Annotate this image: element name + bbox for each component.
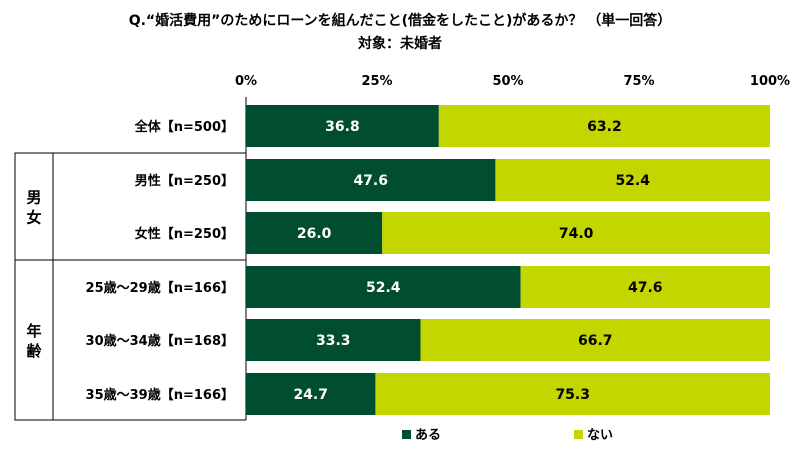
group-box xyxy=(14,152,54,261)
group-label: 年 xyxy=(26,322,41,340)
data-label: 66.7 xyxy=(578,333,613,349)
data-label: 52.4 xyxy=(366,280,401,296)
chart-subtitle: 対象：未婚者 xyxy=(357,35,442,52)
axis-tick-label: 100% xyxy=(750,74,790,89)
legend-label: ない xyxy=(587,428,613,443)
axis-tick-label: 0% xyxy=(235,74,257,89)
data-label: 24.7 xyxy=(293,387,328,403)
category-label: 35歳〜39歳【n=166】 xyxy=(86,387,234,403)
bar-aru xyxy=(246,266,521,308)
data-label: 52.4 xyxy=(615,173,650,189)
legend-label: ある xyxy=(415,428,441,443)
data-label: 75.3 xyxy=(555,387,590,403)
bar-aru xyxy=(246,212,383,254)
data-label: 36.8 xyxy=(325,119,360,135)
legend-swatch xyxy=(402,430,411,439)
data-label: 74.0 xyxy=(559,226,594,242)
bar-aru xyxy=(246,159,496,201)
legend-swatch xyxy=(574,430,583,439)
category-label: 男性【n=250】 xyxy=(135,173,234,189)
axis-tick-label: 50% xyxy=(492,74,523,89)
bar-nai xyxy=(520,266,770,308)
group-box xyxy=(14,259,54,421)
bar-aru xyxy=(246,319,421,361)
group-label: 女 xyxy=(26,209,41,227)
chart-title: Q.“婚活費用”のためにローンを組んだこと(借金をしたこと)があるか？ （単一回… xyxy=(129,12,672,29)
category-label: 30歳〜34歳【n=168】 xyxy=(86,333,234,349)
bar-aru xyxy=(246,373,376,415)
bar-nai xyxy=(375,373,770,415)
group-label: 男 xyxy=(26,189,41,207)
data-label: 47.6 xyxy=(628,280,663,296)
data-label: 63.2 xyxy=(587,119,622,135)
category-label: 全体【n=500】 xyxy=(134,119,234,135)
category-label: 女性【n=250】 xyxy=(135,226,234,242)
group-label: 齢 xyxy=(26,342,42,360)
data-label: 26.0 xyxy=(297,226,332,242)
category-label: 25歳〜29歳【n=166】 xyxy=(86,280,234,296)
data-label: 33.3 xyxy=(316,333,351,349)
data-label: 47.6 xyxy=(353,173,388,189)
bar-nai xyxy=(495,159,770,201)
bar-nai xyxy=(420,319,770,361)
axis-tick-label: 75% xyxy=(623,74,654,89)
bar-aru xyxy=(246,105,439,147)
axis-tick-label: 25% xyxy=(361,74,392,89)
bar-nai xyxy=(438,105,770,147)
bar-nai xyxy=(382,212,770,254)
